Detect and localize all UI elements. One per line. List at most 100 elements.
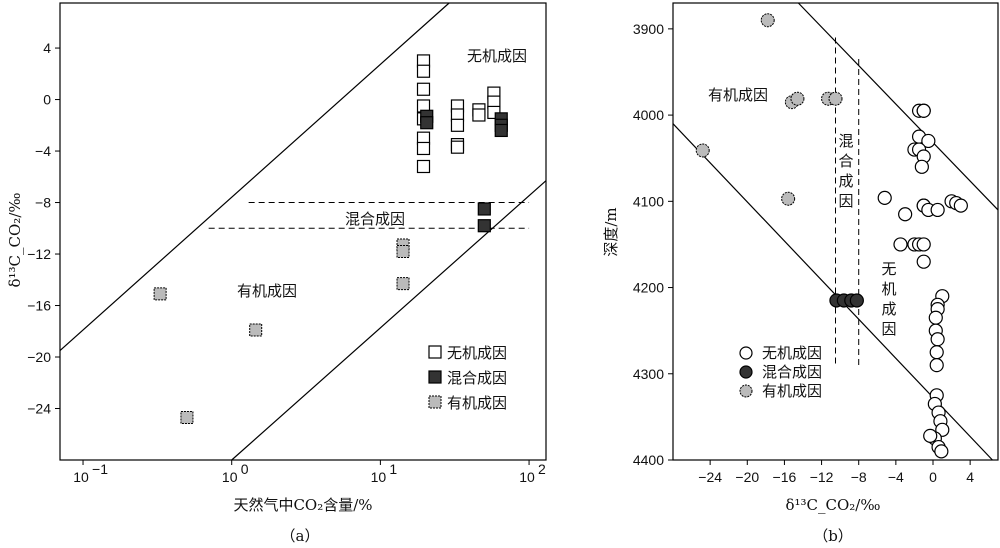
panel-a: 40−4−8−12−16−20−24 10 −1 10 0 10 1 10 2 无机成因 混合…	[6, 2, 547, 545]
region-label-mixed-b: 混合成因	[838, 132, 853, 210]
data-point-b	[916, 103, 931, 118]
x-tick-exponent-a: 2	[538, 461, 546, 477]
data-point-a	[494, 123, 508, 138]
data-point-b	[898, 207, 913, 222]
data-point-a	[416, 82, 431, 96]
y-axis-label-a: δ¹³C_CO₂/‰	[6, 192, 24, 287]
caption-a: （a）	[281, 527, 320, 545]
y-tick-label-a: −24	[27, 401, 51, 417]
x-tick-label-b: −16	[773, 469, 797, 485]
data-point-a	[396, 244, 410, 258]
region-label-char: 无	[881, 260, 896, 278]
data-point-a	[153, 287, 167, 301]
data-point-a	[180, 411, 194, 425]
data-points-b	[695, 13, 968, 459]
region-label-char: 合	[838, 152, 853, 170]
x-tick-label-a: 10	[73, 469, 89, 485]
legend-marker-mixed-a	[428, 370, 442, 384]
region-label-char: 成	[881, 300, 896, 318]
legend-marker-mixed-b	[739, 365, 753, 379]
boundary-lines-a	[59, 2, 547, 461]
legend-marker-organic-b	[739, 384, 753, 398]
data-point-a	[416, 159, 431, 174]
data-point-b	[916, 254, 931, 269]
y-tick-label-a: 0	[43, 92, 51, 108]
boundary-upper-b	[797, 2, 999, 211]
y-tick-label-a: −16	[27, 298, 51, 314]
data-point-b	[695, 143, 710, 158]
data-point-b	[760, 13, 775, 28]
region-label-char: 机	[881, 280, 896, 298]
x-tick-label-a: 10	[371, 469, 387, 485]
data-point-b	[877, 190, 892, 205]
legend-label-mixed-a: 混合成因	[447, 369, 507, 387]
y-tick-label-b: 4300	[633, 366, 664, 382]
y-tick-label-b: 4000	[633, 107, 664, 123]
x-axis-label-a: 天然气中CO₂含量/%	[233, 496, 372, 514]
x-ticks-b: −24 −20 −16 −12 −8 −4 0 4	[698, 460, 974, 485]
region-label-char: 混	[838, 132, 853, 150]
data-point-b	[849, 293, 864, 308]
data-point-a	[477, 219, 491, 233]
x-tick-exponent-a: 0	[241, 461, 249, 477]
y-tick-label-b: 4200	[633, 280, 664, 296]
legend-label-inorganic-b: 无机成因	[762, 344, 822, 362]
x-tick-label-b: 0	[929, 469, 937, 485]
data-point-a	[420, 116, 434, 130]
boundary-lines-b	[672, 2, 999, 461]
x-tick-exponent-a: −1	[92, 461, 108, 477]
data-points-a	[153, 54, 508, 425]
region-label-organic-a: 有机成因	[237, 282, 297, 300]
boundary-upper-a	[59, 2, 450, 352]
legend-marker-inorganic-a	[428, 345, 442, 359]
region-label-char: 因	[881, 320, 896, 338]
data-point-b	[828, 91, 843, 106]
x-tick-label-a: 10	[222, 469, 238, 485]
y-ticks-b: 3900 4000 4100 4200 4300 4400	[633, 21, 673, 468]
x-tick-label-b: −8	[851, 469, 867, 485]
x-tick-label-b: −12	[810, 469, 834, 485]
x-tick-label-b: −4	[888, 469, 904, 485]
y-tick-label-b: 4400	[633, 452, 664, 468]
data-point-b	[929, 345, 944, 360]
x-tick-label-b: −20	[735, 469, 759, 485]
data-point-b	[916, 237, 931, 252]
data-point-a	[450, 118, 465, 132]
data-point-b	[930, 202, 945, 218]
data-point-b	[930, 332, 945, 347]
plot-frame-b	[672, 2, 999, 461]
y-tick-label-a: −4	[35, 143, 51, 159]
x-tick-label-b: 4	[966, 469, 974, 485]
y-axis-label-b: 深度/m	[602, 207, 620, 256]
y-tick-label-a: −20	[27, 349, 51, 365]
data-point-b	[893, 237, 908, 252]
data-point-b	[781, 191, 796, 206]
data-point-a	[416, 64, 431, 78]
data-point-a	[472, 108, 486, 122]
data-point-b	[923, 428, 938, 443]
legend-label-mixed-b: 混合成因	[762, 363, 822, 381]
boundary-lower-a	[231, 180, 547, 461]
legend-label-inorganic-a: 无机成因	[447, 344, 507, 362]
data-point-b	[914, 159, 929, 174]
legend-marker-organic-a	[428, 395, 442, 409]
data-point-b	[929, 358, 944, 373]
data-point-a	[416, 141, 431, 156]
data-point-a	[396, 277, 410, 291]
data-point-b	[934, 444, 949, 459]
y-tick-label-b: 3900	[633, 21, 664, 37]
caption-b: （b）	[813, 527, 853, 545]
legend-b: 无机成因 混合成因 有机成因	[739, 344, 822, 400]
legend-label-organic-a: 有机成因	[447, 394, 507, 412]
y-ticks-a: 4 0 −4 −8 −12 −16 −20 −24	[27, 40, 60, 417]
legend-a: 无机成因 混合成因 有机成因	[428, 344, 507, 412]
x-ticks-a: 10 −1 10 0 10 1 10 2	[73, 460, 546, 485]
data-point-a	[477, 202, 491, 216]
y-tick-label-a: 4	[43, 40, 51, 56]
x-tick-exponent-a: 1	[389, 461, 397, 477]
x-tick-label-b: −24	[698, 469, 722, 485]
data-point-b	[921, 133, 936, 149]
x-axis-label-b: δ¹³C_CO₂/‰	[785, 496, 880, 514]
